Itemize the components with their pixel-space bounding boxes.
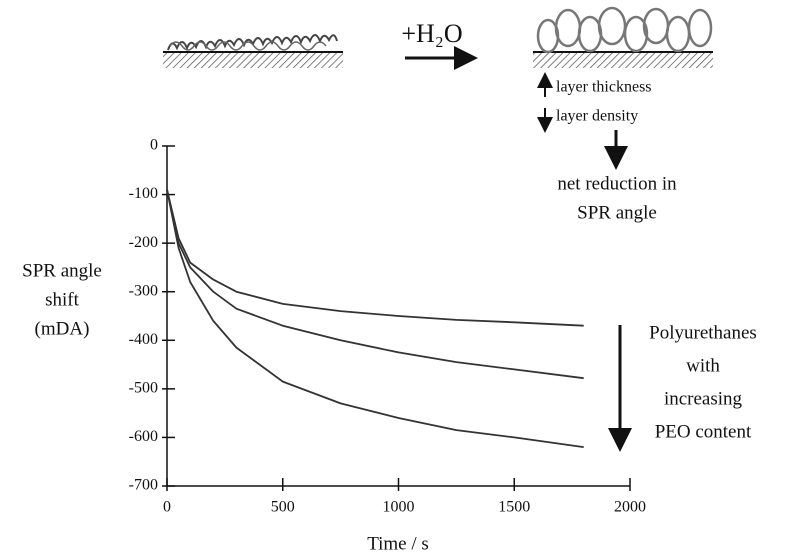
density-label: layer density bbox=[556, 108, 638, 125]
x-tick-label: 1000 bbox=[383, 499, 415, 516]
trend-label: PEO content bbox=[655, 421, 752, 442]
y-axis-label: (mDA) bbox=[35, 318, 90, 339]
thickness-label: layer thickness bbox=[556, 79, 652, 96]
y-tick-label: -300 bbox=[129, 282, 158, 299]
y-tick-label: -100 bbox=[129, 185, 158, 202]
y-tick-label: -400 bbox=[129, 331, 158, 348]
y-tick-label: -200 bbox=[129, 234, 158, 251]
x-tick-label: 2000 bbox=[614, 499, 646, 516]
data-line bbox=[166, 189, 584, 327]
swollen-layer-schematic bbox=[533, 6, 713, 68]
net-change-label: net reduction in bbox=[557, 173, 677, 194]
y-tick-label: -500 bbox=[129, 380, 158, 397]
x-tick-label: 500 bbox=[271, 499, 295, 516]
trend-label: Polyurethanes bbox=[649, 322, 757, 343]
y-tick-label: -700 bbox=[129, 477, 158, 494]
y-axis-label: shift bbox=[45, 289, 80, 310]
y-tick-label: -600 bbox=[129, 428, 158, 445]
dry-layer-schematic bbox=[163, 34, 343, 68]
net-change-label: SPR angle bbox=[577, 202, 657, 223]
x-tick-label: 0 bbox=[163, 499, 171, 516]
reagent-label: +H₂O bbox=[401, 19, 462, 48]
trend-label: increasing bbox=[664, 388, 743, 409]
x-axis-label: Time / s bbox=[367, 533, 429, 554]
trend-label: with bbox=[686, 355, 720, 376]
y-axis-label: SPR angle bbox=[22, 260, 102, 281]
data-line bbox=[166, 189, 584, 448]
y-tick-label: 0 bbox=[150, 137, 158, 154]
data-line bbox=[166, 189, 584, 380]
x-tick-label: 1500 bbox=[498, 499, 530, 516]
